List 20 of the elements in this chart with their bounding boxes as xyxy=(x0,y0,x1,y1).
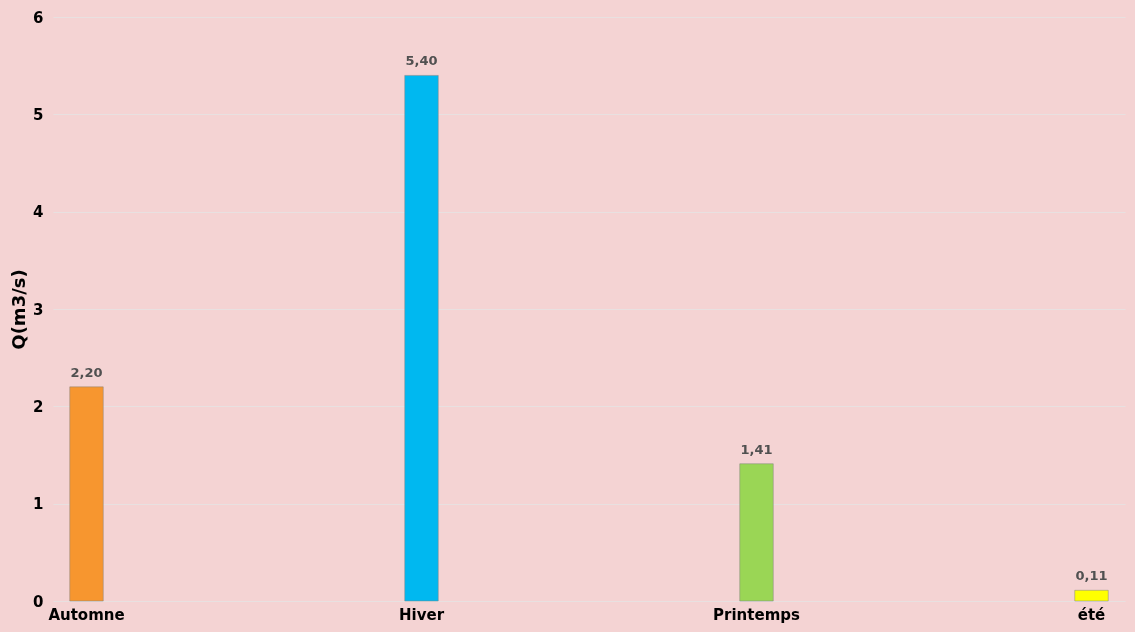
data-label: 5,40 xyxy=(405,53,438,69)
bar xyxy=(404,75,439,602)
y-tick-label: 5 xyxy=(33,105,44,124)
y-tick-label: 3 xyxy=(33,300,44,319)
data-label: 1,41 xyxy=(740,441,773,457)
y-tick-label: 2 xyxy=(33,397,44,416)
y-tick-label: 4 xyxy=(33,203,44,222)
data-label: 2,20 xyxy=(70,364,103,380)
y-tick-label: 6 xyxy=(33,8,44,27)
x-tick-label: été xyxy=(1077,605,1106,624)
data-label: 0,11 xyxy=(1075,568,1108,584)
bar xyxy=(739,463,774,602)
y-axis-title: Q(m3/s) xyxy=(8,269,30,350)
x-tick-label: Hiver xyxy=(398,605,445,624)
bar xyxy=(1074,590,1109,602)
x-tick-label: Automne xyxy=(48,605,125,624)
y-tick-label: 1 xyxy=(33,495,44,514)
x-tick-label: Printemps xyxy=(713,605,800,624)
y-tick-label: 0 xyxy=(33,592,44,611)
bar xyxy=(69,386,104,602)
